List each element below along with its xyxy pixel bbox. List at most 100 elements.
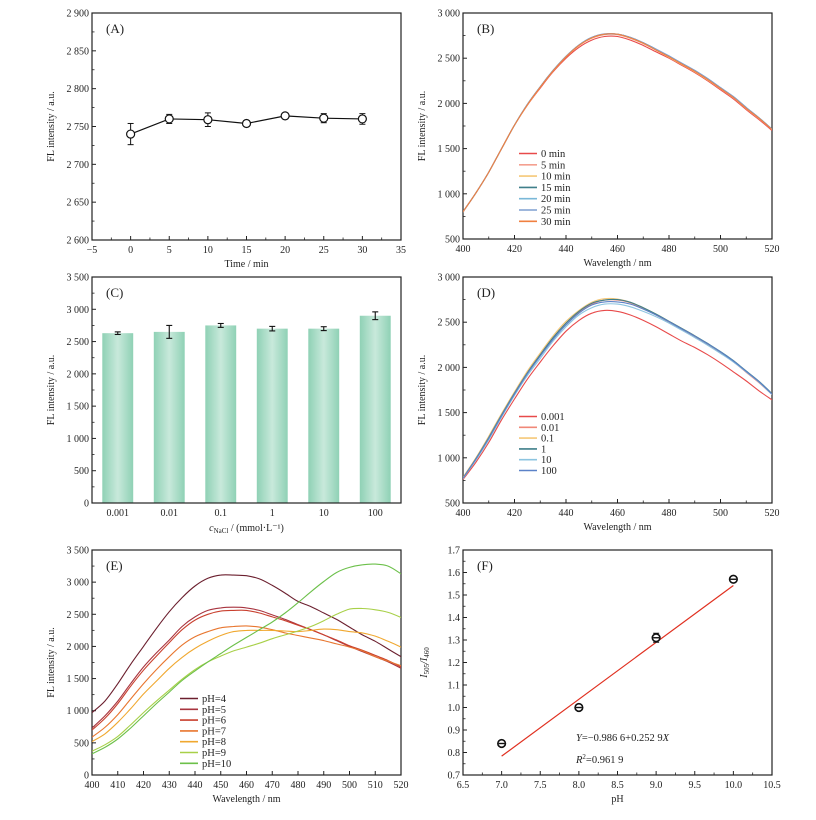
legend-label: pH=8	[202, 737, 226, 748]
chart-panel-d: 500 1 000 1 500 2 000 2 500 3 000 400 420 440 460…	[417, 273, 780, 534]
x-tick-label: 420	[507, 508, 522, 519]
x-tick-label: 8.0	[573, 780, 586, 791]
plot-frame	[91, 276, 402, 504]
x-tick-label: 10	[203, 245, 213, 256]
x-tick-label: 0.01	[161, 508, 179, 519]
fit-line	[501, 584, 734, 757]
series-line-pH-10	[92, 563, 401, 755]
y-axis-label-sub2: 460	[423, 647, 431, 658]
y-tick-label: 3 000	[438, 9, 461, 20]
y-tick-label: 1 500	[438, 408, 461, 419]
legend-label: pH=7	[202, 726, 226, 737]
y-tick-label: 2 750	[67, 122, 90, 133]
series-line-100	[463, 300, 772, 479]
legend-label: 0.001	[541, 412, 565, 423]
x-tick-label: 9.5	[689, 780, 702, 791]
legend-label: pH=6	[202, 716, 226, 727]
x-tick-label: 0.001	[107, 508, 130, 519]
y-tick-label: 1 000	[438, 453, 461, 464]
legend-label: 5 min	[541, 160, 566, 171]
legend-label: 10 min	[541, 172, 571, 183]
bar-10	[308, 328, 340, 503]
x-tick-label: 500	[342, 780, 357, 791]
y-tick-label: 2 700	[67, 160, 90, 171]
x-tick-label: 510	[368, 780, 383, 791]
x-tick-label: 25	[319, 245, 329, 256]
legend-label: 0.1	[541, 434, 554, 445]
series-line-25-min	[463, 32, 772, 213]
legend-label: 15 min	[541, 183, 571, 194]
legend-label: 30 min	[541, 217, 571, 228]
plot-frame	[91, 549, 402, 776]
x-tick-label: 5	[167, 245, 172, 256]
x-tick-label: 490	[316, 780, 331, 791]
x-tick-label: 400	[456, 508, 471, 519]
x-axis-label-rest: / (mmol·L⁻¹)	[228, 523, 284, 534]
fit-r2-value: =0.961 9	[586, 755, 623, 766]
y-tick-label: 3 000	[438, 273, 461, 284]
y-tick-label: 0	[84, 499, 89, 510]
series-line-0-1	[463, 297, 772, 478]
panel-label: (C)	[106, 285, 123, 300]
legend-label: 10	[541, 455, 552, 466]
y-axis-label: I505/I460	[419, 647, 431, 679]
y-tick-label: 2 800	[67, 84, 90, 95]
x-tick-label: 480	[662, 508, 677, 519]
legend-label: pH=4	[202, 694, 227, 705]
y-tick-label: 2 000	[67, 642, 90, 653]
panel-label: (B)	[477, 21, 494, 36]
x-tick-label: 9.0	[650, 780, 663, 791]
y-axis-label-mid: /I	[419, 657, 430, 665]
x-tick-label: 420	[507, 244, 522, 255]
x-tick-label: 100	[368, 508, 383, 519]
y-tick-label: 3 500	[67, 273, 90, 284]
series-line-0-01	[463, 299, 772, 479]
x-tick-label: 440	[188, 780, 203, 791]
x-tick-label: 420	[136, 780, 151, 791]
y-tick-label: 2 600	[67, 236, 90, 247]
fit-r2-sup: 2	[582, 753, 586, 761]
x-tick-label: 30	[357, 245, 367, 256]
panel-label: (F)	[477, 558, 493, 573]
panel-label: (D)	[477, 285, 495, 300]
x-tick-label: 10	[319, 508, 329, 519]
x-tick-label: 410	[110, 780, 125, 791]
y-tick-label: 1.1	[448, 681, 461, 692]
y-tick-label: 1 000	[67, 434, 90, 445]
x-tick-label: 460	[239, 780, 254, 791]
x-tick-label: 520	[394, 780, 409, 791]
data-point	[319, 113, 329, 123]
y-tick-label: 2 900	[67, 9, 90, 20]
series-line-pH-8	[92, 628, 401, 743]
y-tick-label: 1 000	[67, 706, 90, 717]
y-tick-label: 1.4	[448, 613, 461, 624]
y-tick-label: 2 500	[438, 318, 461, 329]
legend-label: pH=5	[202, 705, 226, 716]
x-tick-label: 35	[396, 245, 406, 256]
y-tick-label: 0	[84, 771, 89, 782]
bar-0.01	[153, 331, 185, 503]
y-tick-label: 3 000	[67, 305, 90, 316]
data-point	[280, 111, 290, 121]
y-tick-label: 500	[445, 499, 460, 510]
x-tick-label: 10.5	[763, 780, 781, 791]
y-tick-label: 1 500	[67, 674, 90, 685]
x-tick-label: 480	[662, 244, 677, 255]
panel-label: (A)	[106, 21, 124, 36]
x-axis-label: Wavelength / nm	[212, 794, 280, 805]
x-tick-label: 520	[765, 244, 780, 255]
y-tick-label: 2 500	[67, 337, 90, 348]
x-tick-label: 7.0	[495, 780, 508, 791]
bar-0.001	[102, 333, 134, 503]
series-line-30-min	[463, 33, 772, 213]
x-tick-label: 20	[280, 245, 290, 256]
x-tick-label: 6.5	[457, 780, 470, 791]
data-point	[126, 129, 136, 139]
series-line-pH-6	[92, 609, 401, 731]
x-tick-label: 480	[291, 780, 306, 791]
series-group	[463, 297, 772, 480]
x-tick-label: 0.1	[215, 508, 228, 519]
series-line-10-min	[463, 33, 772, 213]
data-point	[203, 115, 213, 125]
